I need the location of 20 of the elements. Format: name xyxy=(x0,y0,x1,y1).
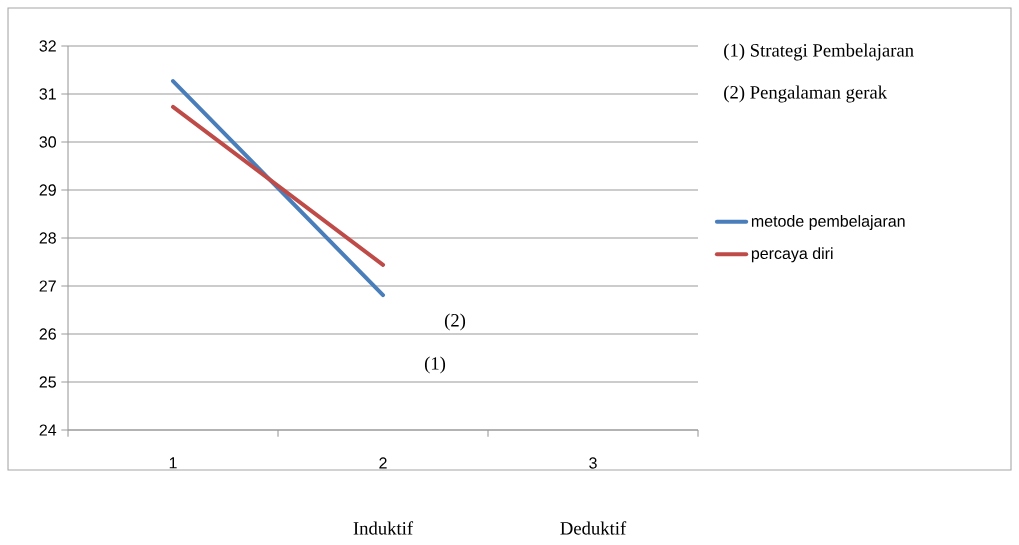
text: Induktif xyxy=(353,521,414,535)
text: (2) Pengalaman gerak xyxy=(724,85,888,103)
y-tick-label: 32 xyxy=(39,40,56,52)
annotation: (1) xyxy=(424,356,446,374)
legend-label: percaya diri xyxy=(751,247,833,263)
y-tick-label: 30 xyxy=(39,136,57,148)
y-tick-label: 24 xyxy=(39,424,57,436)
x-tick-label: 1 xyxy=(169,457,177,469)
y-tick-label: 28 xyxy=(39,232,56,244)
y-tick-label: 29 xyxy=(39,184,56,196)
y-tick-label: 26 xyxy=(39,328,56,340)
annotation: (2) xyxy=(444,313,466,331)
text: (1) Strategi Pembelajaran xyxy=(724,43,914,61)
x-tick-label: 2 xyxy=(379,457,387,469)
y-tick-label: 25 xyxy=(39,376,56,388)
text: Deduktif xyxy=(560,521,627,535)
legend-label: metode pembelajaran xyxy=(751,215,905,230)
x-tick-label: 3 xyxy=(589,457,597,469)
y-tick-label: 27 xyxy=(39,280,56,292)
y-tick-label: 31 xyxy=(39,88,56,100)
